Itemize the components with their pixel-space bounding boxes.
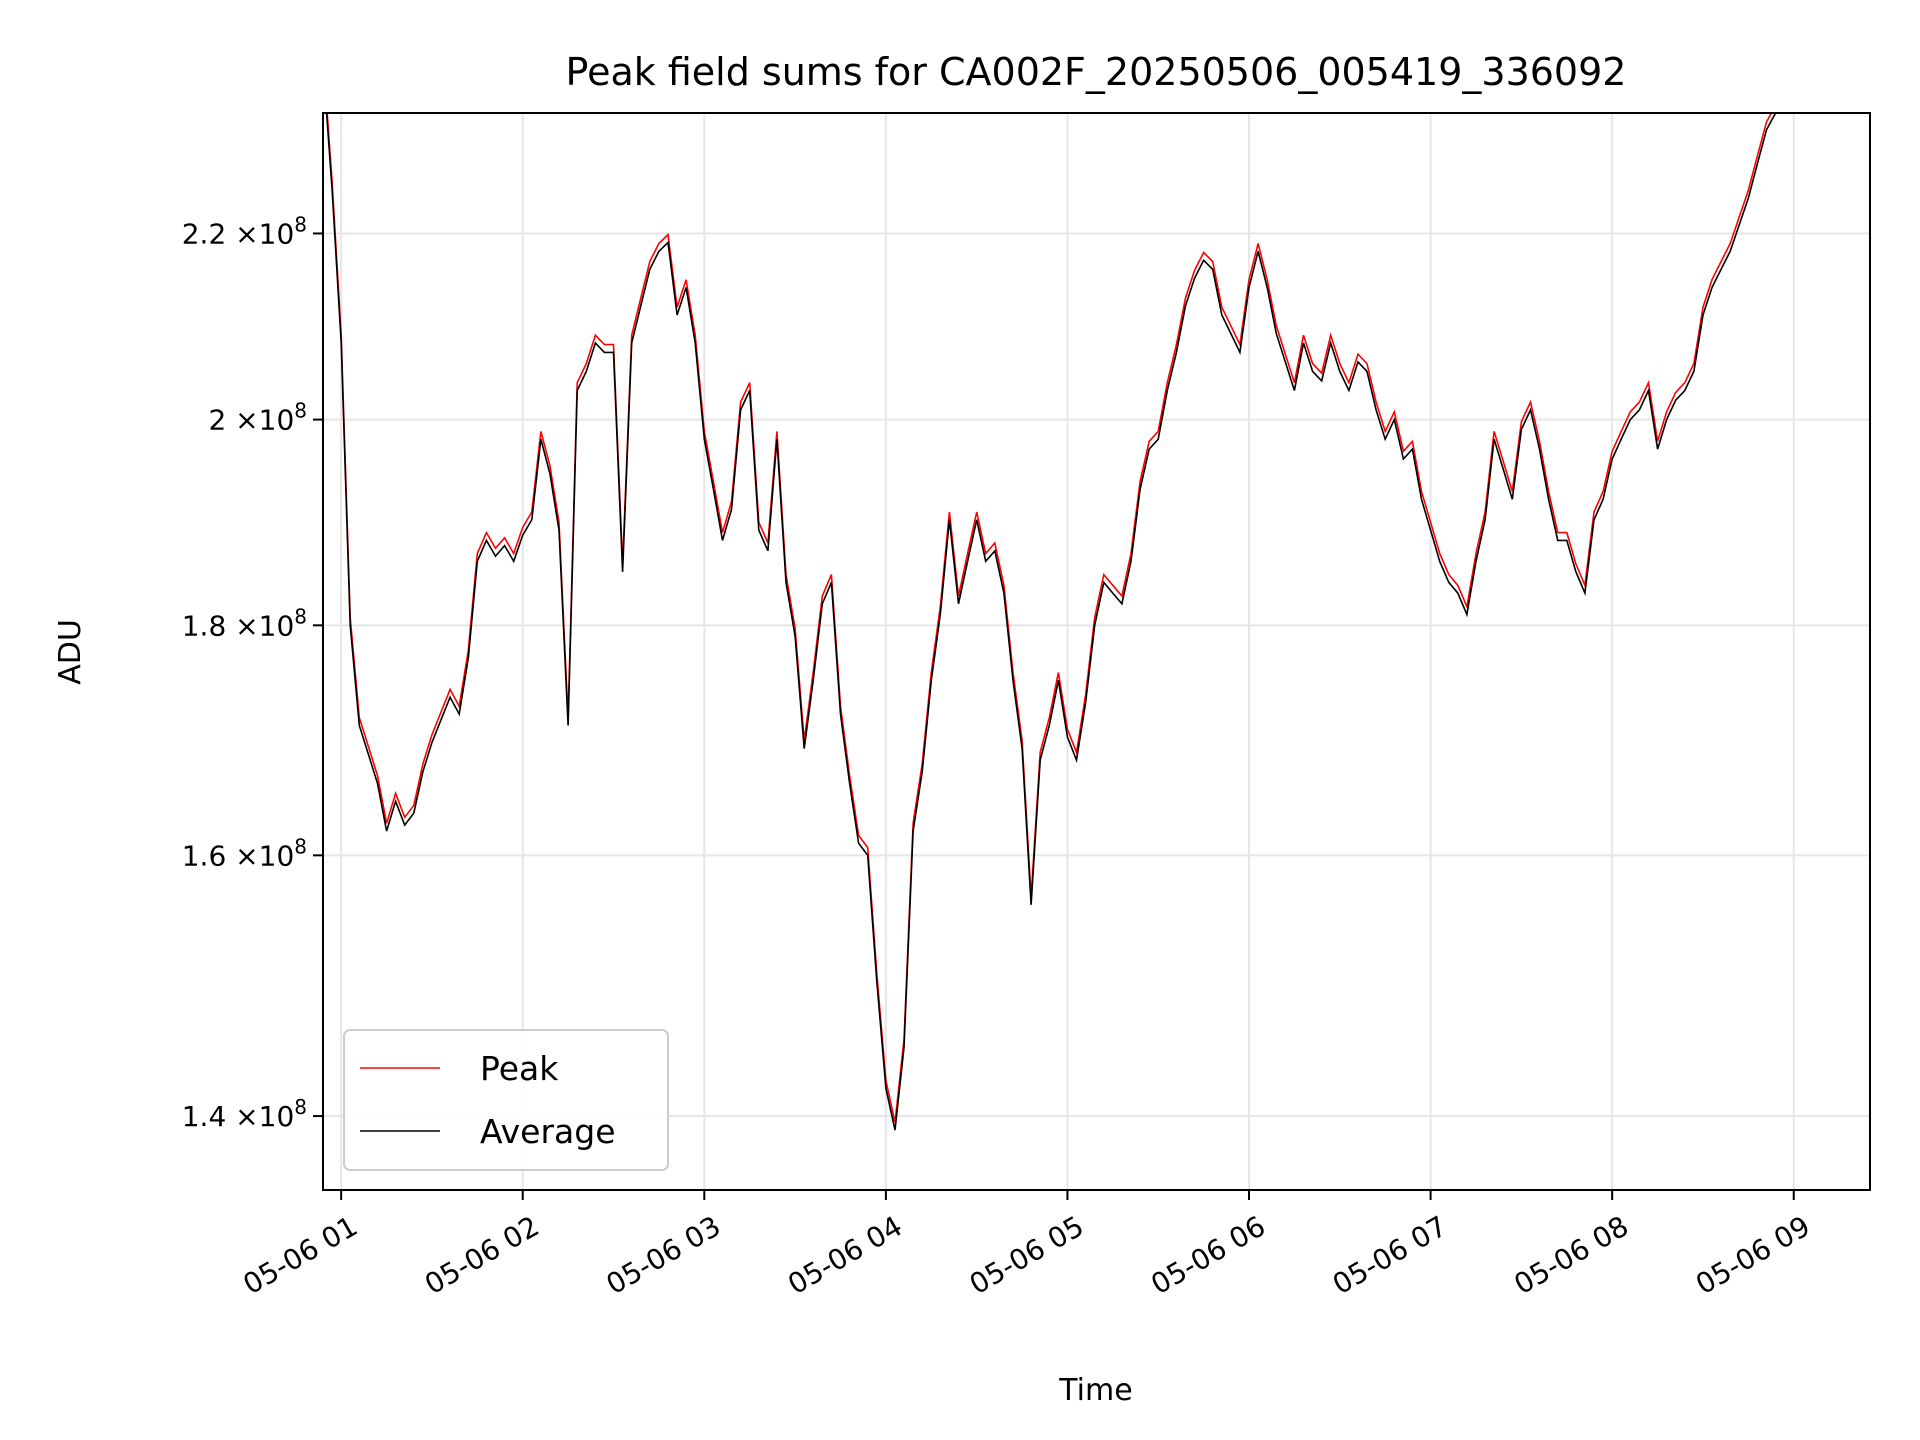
y-axis-ticks: 1.4 ×108 1.6 ×108 1.8 ×108 2 ×108 2.2 ×108 xyxy=(182,212,323,1133)
legend-label-average: Average xyxy=(480,1112,616,1151)
plot-frame xyxy=(322,112,1871,1191)
y-tick-label: 1.8 ×108 xyxy=(182,604,307,642)
y-tick-label: 1.6 ×108 xyxy=(182,834,307,872)
y-tick-label: 2 ×108 xyxy=(208,399,307,437)
y-axis-label: ADU xyxy=(53,619,88,685)
legend: Peak Average xyxy=(343,1029,669,1171)
y-tick-label: 1.4 ×108 xyxy=(182,1095,307,1133)
legend-box xyxy=(343,1029,669,1171)
x-axis-label: Time xyxy=(1058,1373,1132,1408)
series-line-average xyxy=(325,113,1777,1131)
legend-label-peak: Peak xyxy=(480,1049,559,1088)
plot-lines xyxy=(325,113,1777,1131)
chart-title: Peak field sums for CA002F_20250506_0054… xyxy=(566,50,1627,94)
y-tick-label: 2.2 ×108 xyxy=(182,212,307,250)
